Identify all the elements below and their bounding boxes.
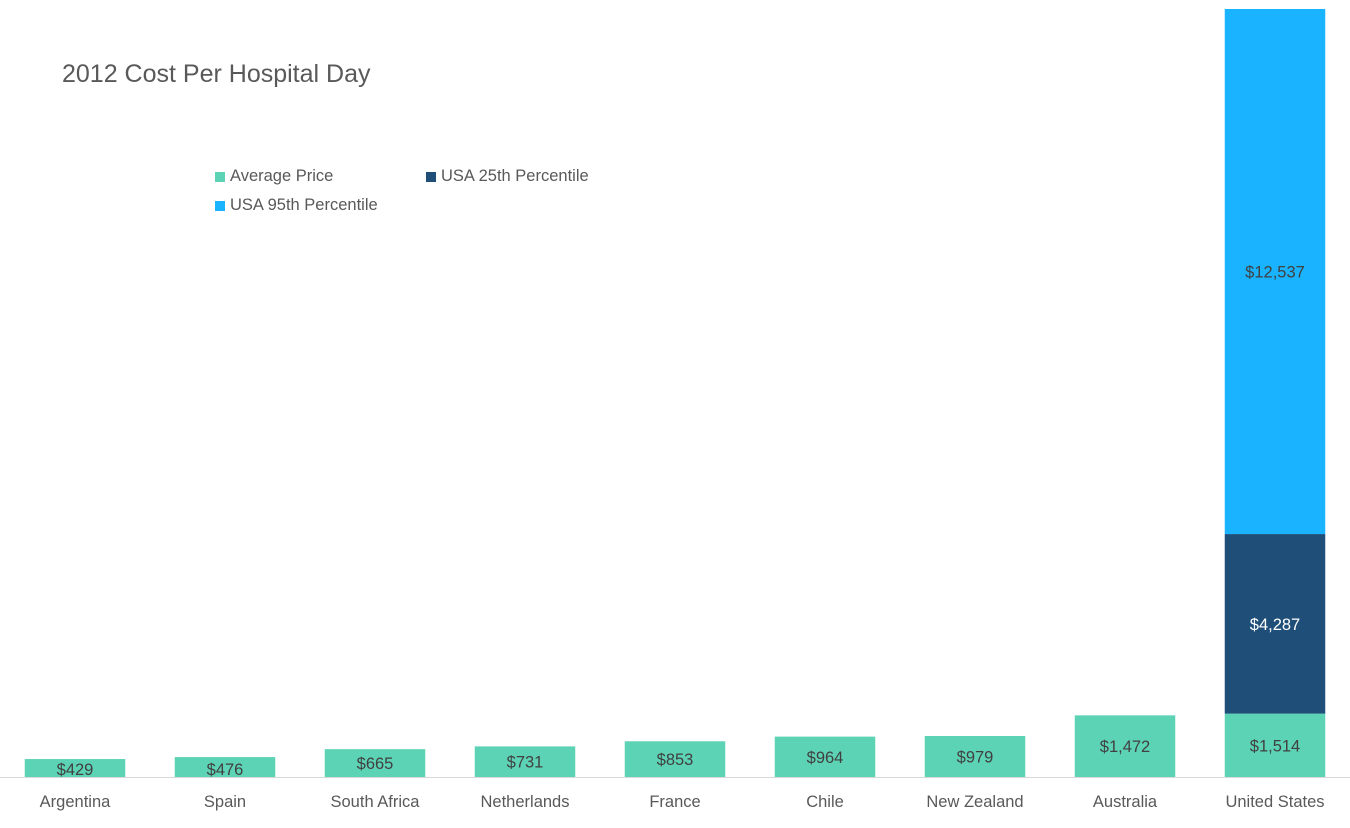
x-tick-label-australia: Australia xyxy=(1093,793,1158,811)
data-label-average-price-netherlands: $731 xyxy=(507,754,544,772)
data-label-average-price-spain: $476 xyxy=(207,761,244,779)
legend-item-usa-95th-percentile: USA 95th Percentile xyxy=(215,196,378,215)
bar-average-price-chile xyxy=(774,736,876,777)
data-label-average-price-south-africa: $665 xyxy=(357,755,394,773)
bar-average-price-new-zealand xyxy=(924,735,1026,777)
x-tick-label-argentina: Argentina xyxy=(40,793,111,811)
x-tick-label-netherlands: Netherlands xyxy=(481,793,570,811)
legend-swatch-average-price xyxy=(215,171,225,182)
data-label-average-price-new-zealand: $979 xyxy=(957,748,994,766)
legend-label-usa-25th-percentile: USA 25th Percentile xyxy=(441,167,589,185)
legend-label-average-price: Average Price xyxy=(230,167,334,185)
legend-swatch-usa-25th-percentile xyxy=(426,171,436,182)
x-tick-label-spain: Spain xyxy=(204,793,246,811)
legend-item-average-price: Average Price xyxy=(215,167,333,186)
data-label-average-price-australia: $1,472 xyxy=(1100,738,1150,756)
data-label-average-price-chile: $964 xyxy=(807,749,844,767)
legend-swatch-usa-95th-percentile xyxy=(215,200,225,211)
x-tick-label-new-zealand: New Zealand xyxy=(926,793,1023,811)
data-label-usa-95th-percentile-united-states: $12,537 xyxy=(1245,264,1305,282)
x-tick-label-chile: Chile xyxy=(806,793,844,811)
legend-item-usa-25th-percentile: USA 25th Percentile xyxy=(426,167,589,186)
bar-average-price-argentina xyxy=(24,759,126,777)
bar-usa-95th-percentile-united-states xyxy=(1224,9,1326,535)
data-label-average-price-united-states: $1,514 xyxy=(1250,737,1300,755)
bar-average-price-australia xyxy=(1074,715,1176,777)
x-tick-label-south-africa: South Africa xyxy=(331,793,421,811)
bar-average-price-united-states xyxy=(1224,713,1326,777)
bar-usa-25th-percentile-united-states xyxy=(1224,534,1326,714)
bar-average-price-france xyxy=(624,741,726,777)
data-label-average-price-france: $853 xyxy=(657,751,694,769)
bar-average-price-netherlands xyxy=(474,746,576,777)
data-label-usa-25th-percentile-united-states: $4,287 xyxy=(1250,616,1300,634)
chart-title: 2012 Cost Per Hospital Day xyxy=(62,60,371,88)
bar-average-price-south-africa xyxy=(324,749,426,777)
data-label-average-price-argentina: $429 xyxy=(57,761,94,779)
x-tick-label-united-states: United States xyxy=(1225,793,1324,811)
bar-average-price-spain xyxy=(174,757,276,777)
x-tick-label-france: France xyxy=(649,793,700,811)
legend-label-usa-95th-percentile: USA 95th Percentile xyxy=(230,196,378,214)
